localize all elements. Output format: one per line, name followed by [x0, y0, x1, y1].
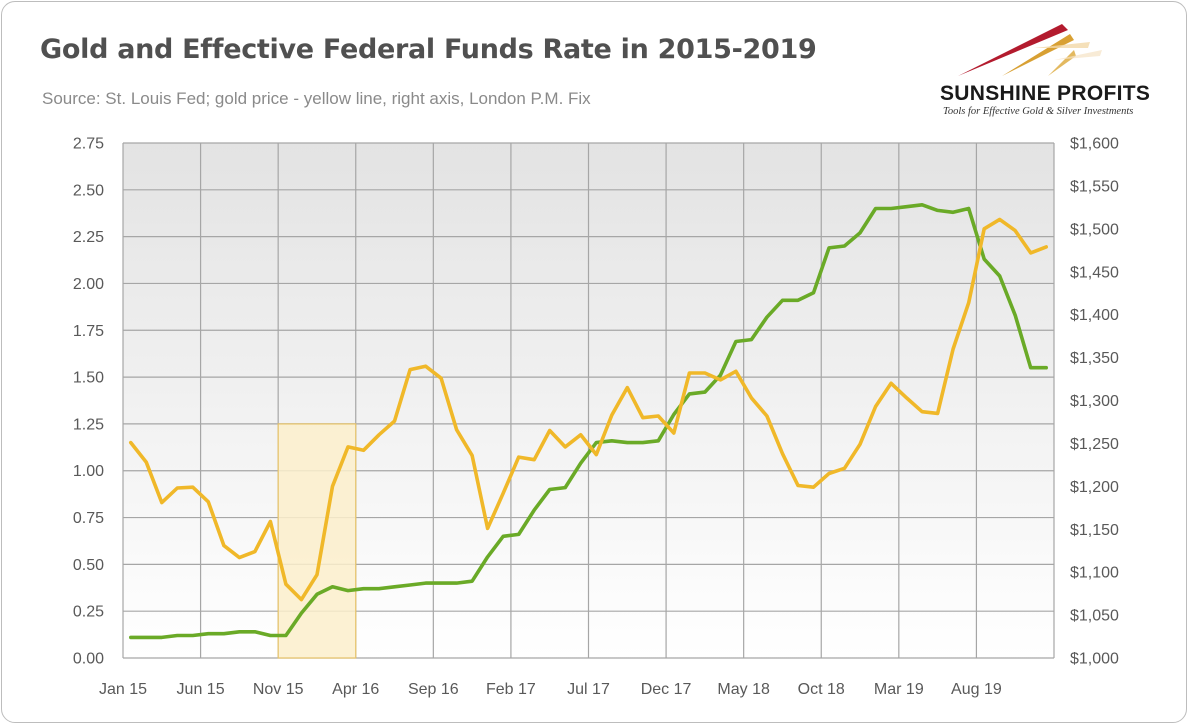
right-tick-label: $1,050 — [1070, 608, 1119, 625]
x-tick-label: Jun 15 — [177, 681, 225, 698]
left-tick-label: 1.75 — [73, 323, 104, 340]
x-tick-label: Oct 18 — [798, 681, 845, 698]
right-tick-label: $1,300 — [1070, 393, 1119, 410]
left-tick-label: 0.25 — [73, 604, 104, 621]
right-tick-label: $1,550 — [1070, 178, 1119, 195]
x-tick-label: Nov 15 — [253, 681, 304, 698]
logo-tagline: Tools for Effective Gold & Silver Invest… — [943, 106, 1134, 117]
sun-rays-icon — [958, 24, 1102, 76]
right-tick-label: $1,500 — [1070, 221, 1119, 238]
left-tick-label: 1.25 — [73, 416, 104, 433]
right-tick-label: $1,200 — [1070, 479, 1119, 496]
left-tick-label: 1.50 — [73, 370, 104, 387]
right-tick-label: $1,600 — [1070, 136, 1119, 153]
gold-price-line — [129, 217, 1048, 602]
left-tick-label: 0.50 — [73, 557, 104, 574]
left-tick-label: 2.50 — [73, 182, 104, 199]
left-tick-label: 2.25 — [73, 229, 104, 246]
chart-subtitle: Source: St. Louis Fed; gold price - yell… — [42, 89, 591, 108]
right-tick-label: $1,350 — [1070, 350, 1119, 367]
left-tick-label: 0.75 — [73, 510, 104, 527]
x-tick-label: Dec 17 — [641, 681, 692, 698]
fed-funds-rate-line — [129, 203, 1048, 640]
x-tick-label: Apr 16 — [332, 681, 379, 698]
left-tick-label: 2.00 — [73, 276, 104, 293]
x-tick-label: Aug 19 — [951, 681, 1002, 698]
right-tick-label: $1,100 — [1070, 565, 1119, 582]
left-tick-label: 1.00 — [73, 463, 104, 480]
right-tick-label: $1,000 — [1070, 651, 1119, 668]
right-tick-label: $1,450 — [1070, 264, 1119, 281]
series-lines — [129, 203, 1048, 640]
chart-title: Gold and Effective Federal Funds Rate in… — [40, 34, 817, 65]
x-axis: Jan 15 Jun 15 Nov 15 Apr 16 Sep 16 Feb 17 Jul … — [99, 681, 1002, 698]
x-tick-label: Sep 16 — [408, 681, 459, 698]
left-tick-label: 2.75 — [73, 136, 104, 153]
left-axis: 0.00 0.25 0.50 0.75 1.00 1.25 1.50 1.75 2.00 2.25… — [73, 136, 104, 668]
x-tick-label: Feb 17 — [486, 681, 536, 698]
logo-name: SUNSHINE PROFITS — [940, 82, 1151, 105]
right-tick-label: $1,150 — [1070, 522, 1119, 539]
x-tick-label: Jul 17 — [567, 681, 610, 698]
right-axis: $1,000 $1,050 $1,100 $1,150 $1,200 $1,250 $1,3… — [1070, 136, 1119, 668]
right-tick-label: $1,400 — [1070, 307, 1119, 324]
sunshine-profits-logo: SUNSHINE PROFITS Tools for Effective Gol… — [930, 20, 1170, 120]
x-tick-label: Mar 19 — [874, 681, 924, 698]
left-tick-label: 0.00 — [73, 651, 104, 668]
right-tick-label: $1,250 — [1070, 436, 1119, 453]
x-tick-label: Jan 15 — [99, 681, 147, 698]
x-tick-label: May 18 — [717, 681, 770, 698]
